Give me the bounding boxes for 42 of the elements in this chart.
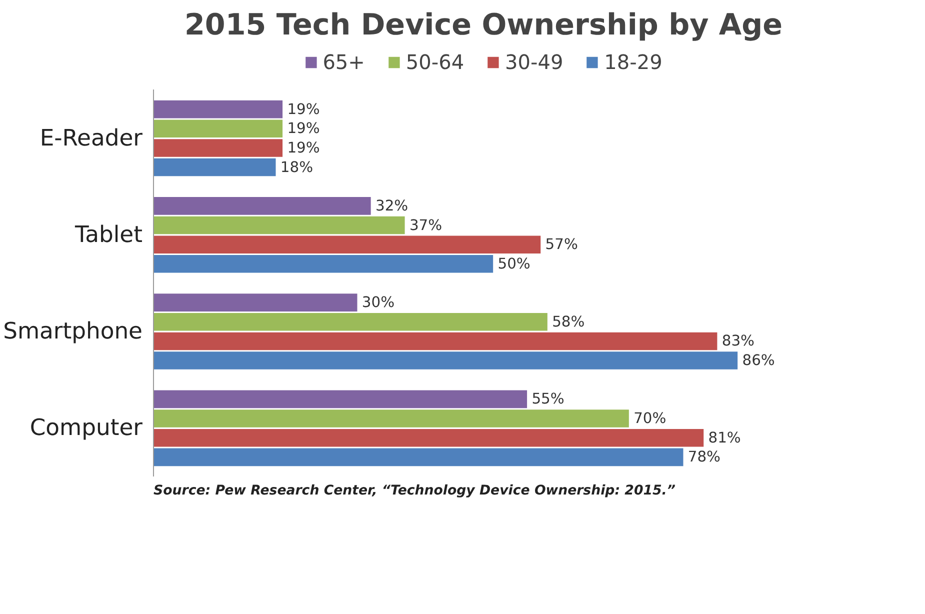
data-label: 83%: [722, 332, 755, 350]
bar: [154, 410, 629, 428]
y-tick-label: Computer: [30, 415, 144, 442]
data-label: 81%: [708, 429, 741, 446]
legend-label: 65+: [322, 50, 365, 74]
bar: [154, 158, 276, 176]
legend-label: 18-29: [604, 50, 662, 74]
data-label: 30%: [362, 294, 395, 312]
y-tick-label: Smartphone: [3, 318, 143, 345]
data-label: 57%: [545, 236, 578, 254]
data-label: 78%: [688, 448, 721, 466]
data-label: 18%: [280, 158, 314, 176]
bar: [154, 120, 283, 138]
bar: [154, 352, 738, 370]
data-label: 70%: [634, 410, 666, 428]
bar: [154, 236, 541, 254]
legend-label: 50-64: [406, 50, 464, 74]
data-label: 55%: [532, 390, 564, 408]
bar: [154, 294, 358, 312]
bar: [154, 255, 494, 273]
bar: [154, 390, 528, 408]
bar: [154, 332, 718, 350]
data-label: 19%: [287, 120, 320, 138]
bar: [154, 428, 704, 447]
data-label: 86%: [742, 352, 775, 370]
bar: [154, 313, 548, 331]
y-tick-label: Tablet: [74, 222, 143, 248]
bar: [154, 448, 684, 466]
legend-label: 30-49: [505, 50, 564, 74]
bar: [154, 100, 283, 118]
bar: [154, 197, 371, 215]
data-label: 19%: [287, 100, 320, 118]
y-tick-label: E-Reader: [40, 125, 144, 152]
data-label: 32%: [376, 197, 408, 214]
data-label: 19%: [287, 139, 320, 156]
chart-title: 2015 Tech Device Ownership by Age: [184, 8, 782, 42]
source-note: Source: Pew Research Center, “Technology Device Ownership: 2015.”: [154, 484, 676, 498]
bar: [154, 139, 283, 157]
data-label: 37%: [409, 216, 442, 234]
data-label: 50%: [498, 255, 530, 272]
bar: [154, 216, 405, 234]
data-label: 58%: [552, 313, 585, 330]
